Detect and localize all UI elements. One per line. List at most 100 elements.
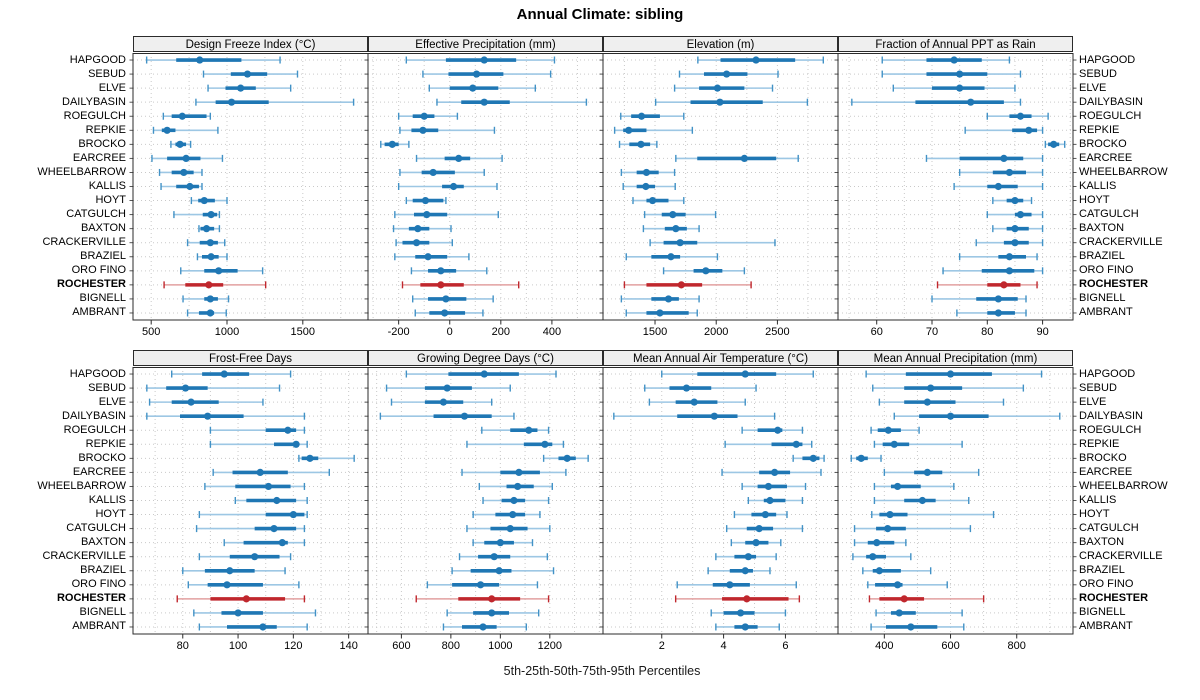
panel-plot-mean-annual-air-temperature-c- xyxy=(599,367,842,639)
row-label-left-oro-fino: ORO FINO xyxy=(71,264,126,277)
interval-dailybasin xyxy=(195,98,355,106)
row-label-right-sebud: SEBUD xyxy=(1079,67,1117,80)
row-label-right-catgulch: CATGULCH xyxy=(1079,522,1139,535)
interval-crackerville xyxy=(186,239,226,247)
panel-header-design-freeze-index-c-: Design Freeze Index (°C) xyxy=(133,36,368,52)
interval-baxton xyxy=(642,225,700,233)
row-label-left-hapgood: HAPGOOD xyxy=(69,53,126,66)
row-label-left-crackerville: CRACKERVILLE xyxy=(42,550,126,563)
interval-repkie xyxy=(724,440,813,448)
axis-tick-frost-free-days-100: 100 xyxy=(228,640,248,652)
interval-bignell xyxy=(931,295,1027,303)
panel-plot-mean-annual-precipitation-mm- xyxy=(834,367,1077,639)
axis-tick-elevation-m--2000: 2000 xyxy=(703,326,729,338)
interval-rochester xyxy=(623,281,752,289)
interval-roegulch xyxy=(870,426,920,434)
interval-baxton xyxy=(472,539,534,547)
axis-tick-design-freeze-index-c--1500: 1500 xyxy=(290,326,316,338)
interval-dailybasin xyxy=(851,98,1022,106)
interval-crackerville xyxy=(395,239,453,247)
chart-title: Annual Climate: sibling xyxy=(516,6,684,23)
panel-header-mean-annual-precipitation-mm-: Mean Annual Precipitation (mm) xyxy=(838,350,1073,366)
interval-sebud xyxy=(678,70,779,78)
interval-baxton xyxy=(223,539,306,547)
interval-crackerville xyxy=(198,553,292,561)
row-label-right-earcree: EARCREE xyxy=(1079,465,1133,478)
interval-hapgood xyxy=(405,56,556,64)
axis-tick-mean-annual-precipitation-mm--400: 400 xyxy=(875,640,894,652)
interval-catgulch xyxy=(853,525,972,533)
interval-brocko xyxy=(850,454,882,462)
row-label-right-hapgood: HAPGOOD xyxy=(1079,367,1136,380)
interval-roegulch xyxy=(162,112,212,120)
interval-ambrant xyxy=(625,309,698,317)
axis-tick-fraction-of-annual-ppt-as-rain-80: 80 xyxy=(981,326,994,338)
panel-header-fraction-of-annual-ppt-as-rain: Fraction of Annual PPT as Rain xyxy=(838,36,1073,52)
interval-dailybasin xyxy=(379,412,515,420)
axis-tick-design-freeze-index-c--500: 500 xyxy=(142,326,161,338)
row-label-left-elve: ELVE xyxy=(98,395,126,408)
row-label-left-rochester: ROCHESTER xyxy=(56,592,126,605)
axis-tick-fraction-of-annual-ppt-as-rain-70: 70 xyxy=(925,326,939,338)
panel-plot-elevation-m- xyxy=(599,53,842,325)
axis-tick-fraction-of-annual-ppt-as-rain-60: 60 xyxy=(870,326,883,338)
panel-header-effective-precipitation-mm-: Effective Precipitation (mm) xyxy=(368,36,603,52)
row-label-right-earcree: EARCREE xyxy=(1079,151,1133,164)
interval-kallis xyxy=(873,496,970,505)
row-label-left-brocko: BROCKO xyxy=(78,451,126,464)
interval-rochester xyxy=(936,281,1038,289)
row-label-right-kallis: KALLIS xyxy=(1079,494,1117,506)
row-label-left-baxton: BAXTON xyxy=(80,536,126,549)
row-label-right-sebud: SEBUD xyxy=(1079,381,1117,394)
interval-oro-fino xyxy=(410,267,488,275)
interval-rochester xyxy=(868,595,985,603)
row-label-right-braziel: BRAZIEL xyxy=(1079,250,1125,263)
row-label-left-elve: ELVE xyxy=(98,81,126,94)
interval-hoyt xyxy=(992,196,1033,205)
row-label-right-catgulch: CATGULCH xyxy=(1079,208,1139,221)
interval-brocko xyxy=(298,454,355,462)
interval-sebud xyxy=(202,70,299,78)
row-label-right-repkie: REPKIE xyxy=(1079,437,1120,450)
x-axis-label: 5th-25th-50th-75th-95th Percentiles xyxy=(503,664,701,678)
interval-roegulch xyxy=(986,112,1049,120)
panel-plot-effective-precipitation-mm- xyxy=(364,53,607,325)
interval-rochester xyxy=(415,595,550,603)
interval-ambrant xyxy=(186,309,227,317)
interval-brocko xyxy=(380,140,410,148)
interval-elve xyxy=(892,84,1016,92)
interval-sebud xyxy=(146,384,281,392)
interval-braziel xyxy=(862,567,932,575)
panel-plot-growing-degree-days-c- xyxy=(364,367,607,639)
row-label-left-wheelbarrow: WHEELBARROW xyxy=(37,479,126,492)
interval-earcree xyxy=(925,154,1044,162)
interval-bignell xyxy=(710,609,787,617)
interval-rochester xyxy=(674,595,801,603)
interval-rochester xyxy=(401,281,520,289)
axis-tick-elevation-m--2500: 2500 xyxy=(765,326,790,338)
row-label-left-repkie: REPKIE xyxy=(85,123,126,136)
interval-wheelbarrow xyxy=(399,168,485,177)
axis-tick-mean-annual-precipitation-mm--600: 600 xyxy=(941,640,960,652)
interval-roegulch xyxy=(620,112,685,120)
interval-ambrant xyxy=(715,623,780,631)
interval-braziel xyxy=(958,253,1038,261)
axis-tick-effective-precipitation-mm--200: 200 xyxy=(491,326,510,338)
interval-dailybasin xyxy=(436,98,588,106)
row-label-right-wheelbarrow: WHEELBARROW xyxy=(1079,165,1168,178)
axis-tick-growing-degree-days-c--1000: 1000 xyxy=(488,640,513,652)
interval-dailybasin xyxy=(893,412,1061,420)
interval-braziel xyxy=(182,567,286,575)
interval-kallis xyxy=(622,182,676,191)
row-label-left-earcree: EARCREE xyxy=(72,465,126,478)
interval-sebud xyxy=(385,384,511,392)
interval-hapgood xyxy=(405,370,557,378)
interval-oro-fino xyxy=(662,267,746,275)
interval-earcree xyxy=(415,154,503,162)
interval-wheelbarrow xyxy=(158,168,203,177)
interval-wheelbarrow xyxy=(873,482,955,491)
interval-oro-fino xyxy=(180,267,264,275)
interval-wheelbarrow xyxy=(741,482,807,491)
interval-crackerville xyxy=(715,553,777,561)
